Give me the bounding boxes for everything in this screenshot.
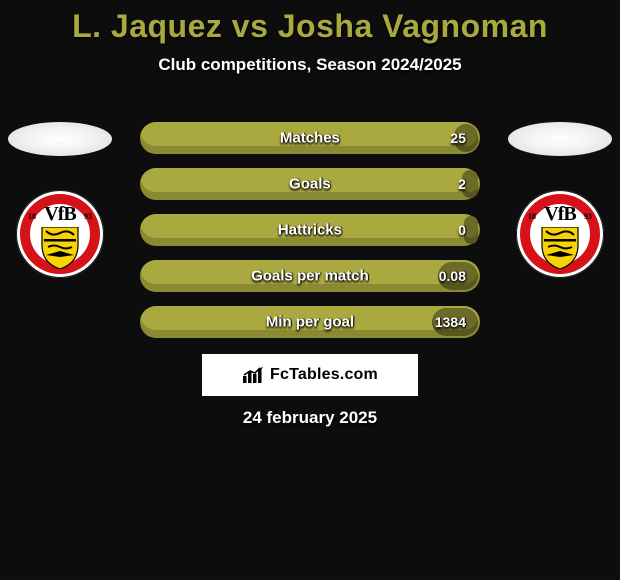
club-crest-left: VfB 18 93 (16, 190, 104, 278)
stat-bar: Goals 2 (140, 168, 480, 200)
subtitle: Club competitions, Season 2024/2025 (0, 55, 620, 75)
stat-value: 1384 (435, 314, 466, 330)
page-title: L. Jaquez vs Josha Vagnoman (0, 0, 620, 45)
crest-year-right: 93 (84, 212, 92, 221)
watermark-box: FcTables.com (202, 354, 418, 396)
crest-year-right: 93 (584, 212, 592, 221)
crest-shield (40, 227, 80, 269)
stat-label: Min per goal (266, 314, 354, 331)
stat-label: Matches (280, 130, 340, 147)
club-crest-right: VfB 18 93 (516, 190, 604, 278)
player-right: VfB 18 93 (500, 122, 620, 278)
stat-label: Goals (289, 176, 331, 193)
stat-label: Hattricks (278, 222, 342, 239)
crest-year-left: 18 (28, 212, 36, 221)
stat-bar: Hattricks 0 (140, 214, 480, 246)
crest-year-left: 18 (528, 212, 536, 221)
stat-value: 25 (450, 130, 466, 146)
stat-bar: Goals per match 0.08 (140, 260, 480, 292)
player-left: VfB 18 93 (0, 122, 120, 278)
watermark-text: FcTables.com (270, 366, 378, 384)
date-text: 24 february 2025 (0, 408, 620, 428)
stat-value: 2 (458, 176, 466, 192)
bars-icon (242, 366, 264, 384)
stat-value: 0.08 (439, 268, 466, 284)
crest-shield (540, 227, 580, 269)
player-photo-placeholder (508, 122, 612, 156)
stat-value: 0 (458, 222, 466, 238)
stat-bar: Matches 25 (140, 122, 480, 154)
stat-label: Goals per match (251, 268, 369, 285)
comparison-card: L. Jaquez vs Josha Vagnoman Club competi… (0, 0, 620, 580)
stat-bar: Min per goal 1384 (140, 306, 480, 338)
stats-bars: Matches 25 Goals 2 Hattricks 0 Goals per match… (140, 122, 480, 352)
player-photo-placeholder (8, 122, 112, 156)
